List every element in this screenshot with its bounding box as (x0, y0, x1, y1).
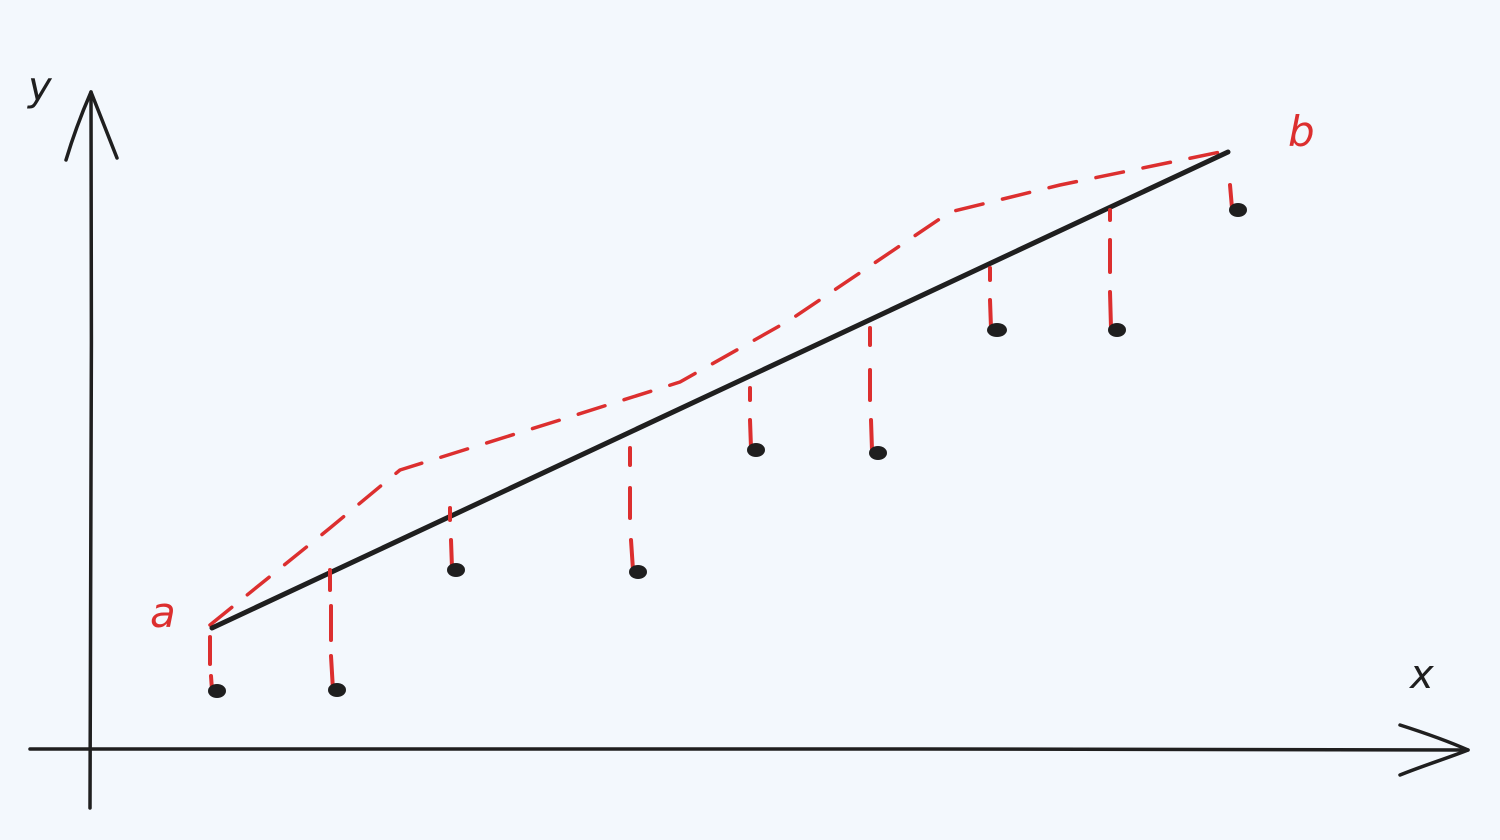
residual-line (748, 386, 753, 450)
y-axis (88, 90, 94, 810)
x-axis-arrowhead (1398, 723, 1470, 777)
dashed-approximation-curve (208, 148, 1232, 627)
residual-line (448, 506, 454, 570)
data-points (208, 203, 1247, 698)
residual-line (208, 635, 214, 692)
fitted-line (209, 149, 1231, 631)
residual-line (988, 266, 993, 330)
end-point-label: b (1288, 107, 1315, 156)
y-axis-label: y (27, 64, 53, 110)
residual-line (628, 446, 635, 572)
residual-line (328, 568, 335, 692)
data-point (208, 684, 226, 698)
x-axis (28, 746, 1470, 752)
x-axis-label: x (1408, 652, 1434, 698)
data-point (447, 563, 465, 577)
y-axis-arrowhead (64, 90, 119, 162)
start-point-label: a (150, 588, 176, 637)
data-point (629, 565, 647, 579)
data-point (1229, 203, 1247, 217)
data-point (328, 683, 346, 697)
data-point (747, 443, 765, 457)
data-point (987, 323, 1007, 337)
data-point (1108, 323, 1126, 337)
residual-lines (208, 183, 1234, 692)
residual-line (1108, 208, 1113, 330)
residual-line (868, 326, 874, 452)
data-point (869, 446, 887, 460)
residual-line (1228, 183, 1234, 210)
